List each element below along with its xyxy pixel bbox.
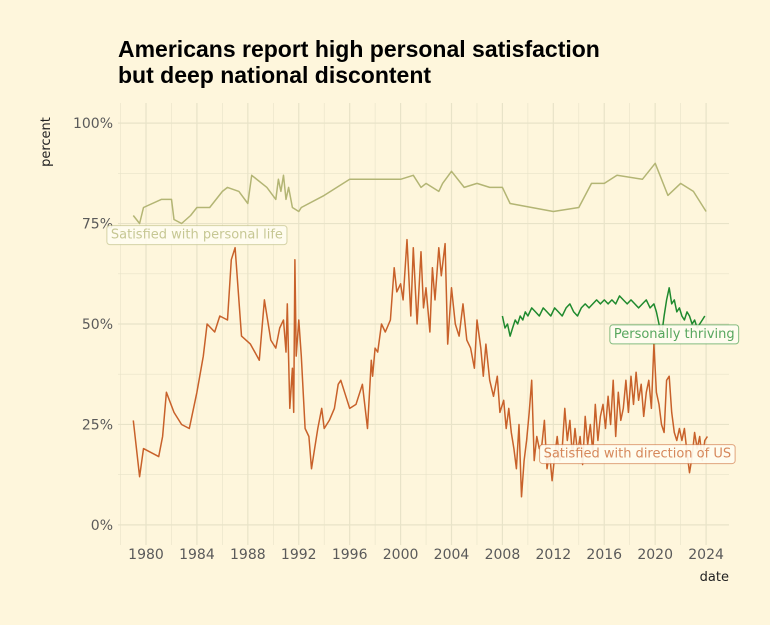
x-tick-label: 1992 (281, 547, 317, 563)
series-line-1 (132, 238, 709, 498)
x-axis-ticks: 1980 1984 1988 1992 1996 2000 2004 2008 2012 2016… (128, 547, 724, 563)
y-tick-label: 100% (73, 116, 113, 132)
gridlines (118, 103, 729, 545)
x-tick-label: 1980 (128, 547, 164, 563)
series-label-box (609, 324, 740, 345)
y-tick-label: 50% (82, 317, 113, 333)
series-label-2: Personally thriving (609, 324, 740, 345)
x-tick-label: 1988 (230, 547, 266, 563)
series-label-text: Satisfied with personal life (111, 228, 283, 243)
chart-title: Americans report high personal satisfact… (118, 36, 600, 88)
x-tick-label: 2024 (688, 547, 724, 563)
y-axis-ticks: 0% 25% 50% 75% 100% (73, 116, 113, 534)
y-axis-label: percent (39, 117, 54, 167)
chart-title-line-2: but deep national discontent (118, 62, 431, 88)
series-lines (132, 162, 709, 498)
series-label-0: Satisfied with personal life (106, 225, 288, 246)
series-line-0 (132, 162, 707, 225)
x-tick-label: 2012 (536, 547, 572, 563)
chart-title-line-1: Americans report high personal satisfact… (118, 36, 600, 62)
series-labels: Satisfied with personal life Satisfied wi… (106, 225, 740, 465)
y-tick-label: 75% (82, 217, 113, 233)
x-tick-label: 2008 (485, 547, 521, 563)
x-tick-label: 2016 (586, 547, 622, 563)
y-tick-label: 25% (82, 417, 113, 433)
x-tick-label: 1984 (179, 547, 215, 563)
series-label-box (106, 225, 288, 246)
y-tick-label: 0% (91, 518, 113, 534)
x-tick-label: 2000 (383, 547, 419, 563)
series-label-box (539, 444, 736, 465)
series-line-2 (501, 287, 706, 337)
x-tick-label: 2004 (434, 547, 470, 563)
x-tick-label: 1996 (332, 547, 368, 563)
series-label-text: Personally thriving (614, 327, 735, 342)
x-tick-label: 2020 (637, 547, 673, 563)
x-axis-label: date (700, 570, 729, 585)
series-label-1: Satisfied with direction of US (539, 444, 736, 465)
series-label-text: Satisfied with direction of US (544, 447, 732, 462)
